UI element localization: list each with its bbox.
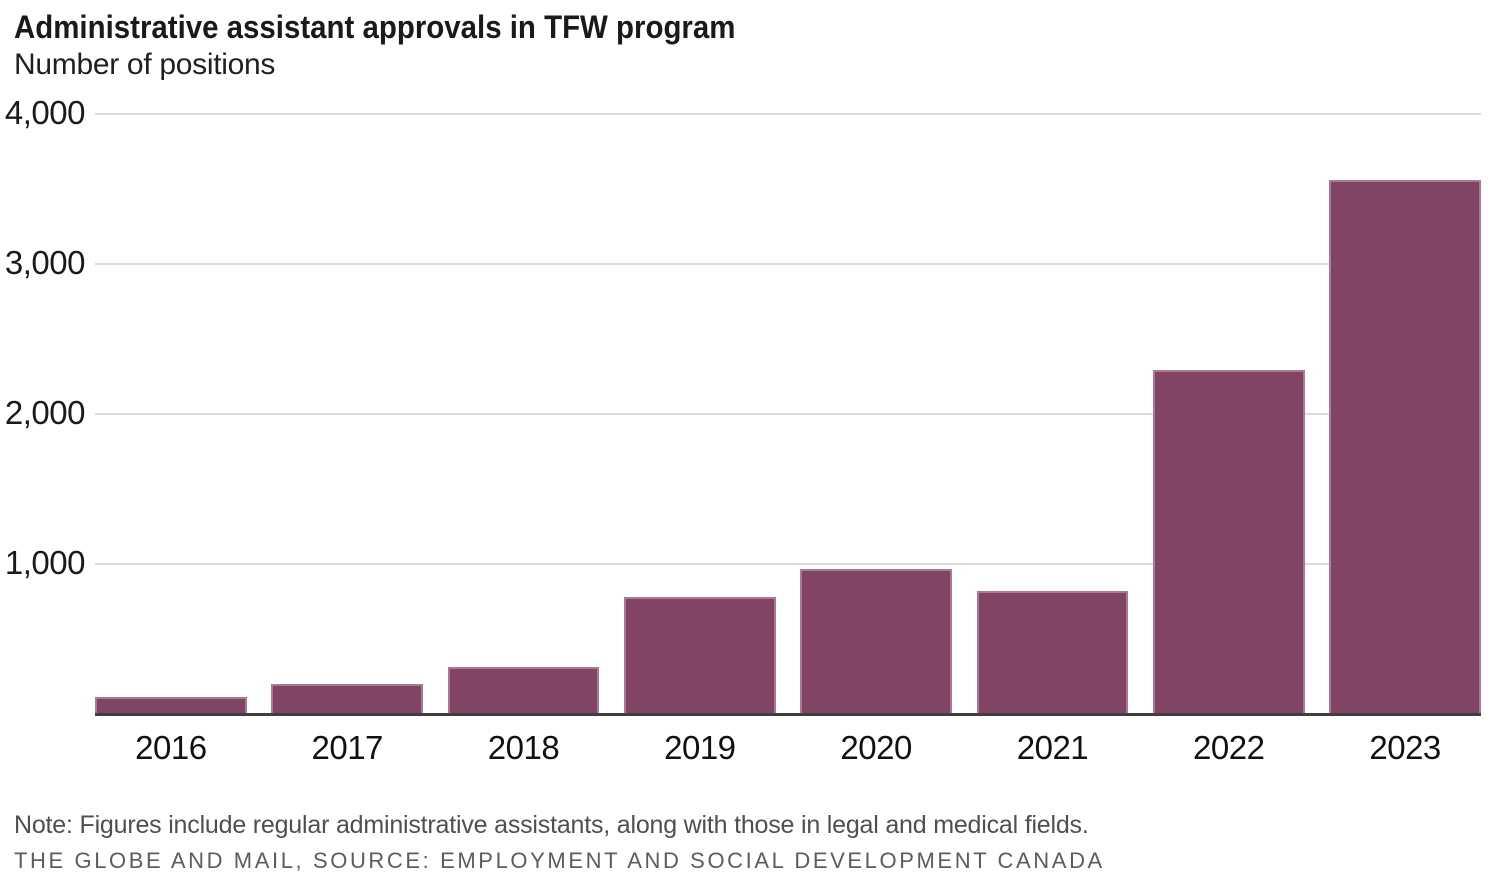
bar-2019 [623, 596, 776, 713]
bar-2018 [447, 667, 600, 713]
page: Administrative assistant approvals in TF… [5, 8, 1482, 874]
y-tick-label: 1,000 [4, 544, 86, 581]
bar-2022 [1152, 369, 1305, 713]
x-tick-label: 2017 [311, 729, 383, 766]
x-axis: 2016 2017 2018 2019 2020 2021 2022 2023 [95, 730, 1481, 766]
y-tick-label: 4,000 [4, 94, 86, 131]
note-text: Note: Figures include regular administra… [14, 811, 1089, 839]
bars [95, 116, 1481, 713]
bar-2020 [800, 568, 953, 713]
bar-2021 [976, 590, 1129, 713]
x-tick-label: 2016 [135, 729, 207, 766]
gridlines [95, 113, 1481, 713]
y-tick-label: 3,000 [4, 244, 86, 281]
plot-area: 1,000 2,000 3,000 4,000 [5, 96, 1481, 716]
x-tick-label: 2019 [664, 729, 736, 766]
chart-title: Administrative assistant approvals in TF… [14, 9, 736, 45]
gridline [95, 413, 1481, 415]
source-credit: THE GLOBE AND MAIL, SOURCE: EMPLOYMENT A… [14, 848, 1105, 873]
gridline [95, 263, 1481, 265]
bar-2017 [271, 683, 424, 713]
x-tick-label: 2023 [1369, 729, 1441, 766]
gridline [95, 563, 1481, 565]
x-tick-label: 2018 [487, 729, 560, 766]
bar-2016 [95, 697, 247, 713]
gridline [95, 113, 1481, 115]
y-tick-label: 2,000 [4, 394, 86, 431]
y-axis: 1,000 2,000 3,000 4,000 [5, 96, 95, 713]
bar-2023 [1329, 180, 1481, 713]
x-tick-label: 2020 [840, 729, 912, 766]
chart-subtitle: Number of positions [14, 48, 276, 81]
x-tick-label: 2021 [1016, 729, 1089, 766]
x-tick-label: 2022 [1193, 729, 1265, 766]
